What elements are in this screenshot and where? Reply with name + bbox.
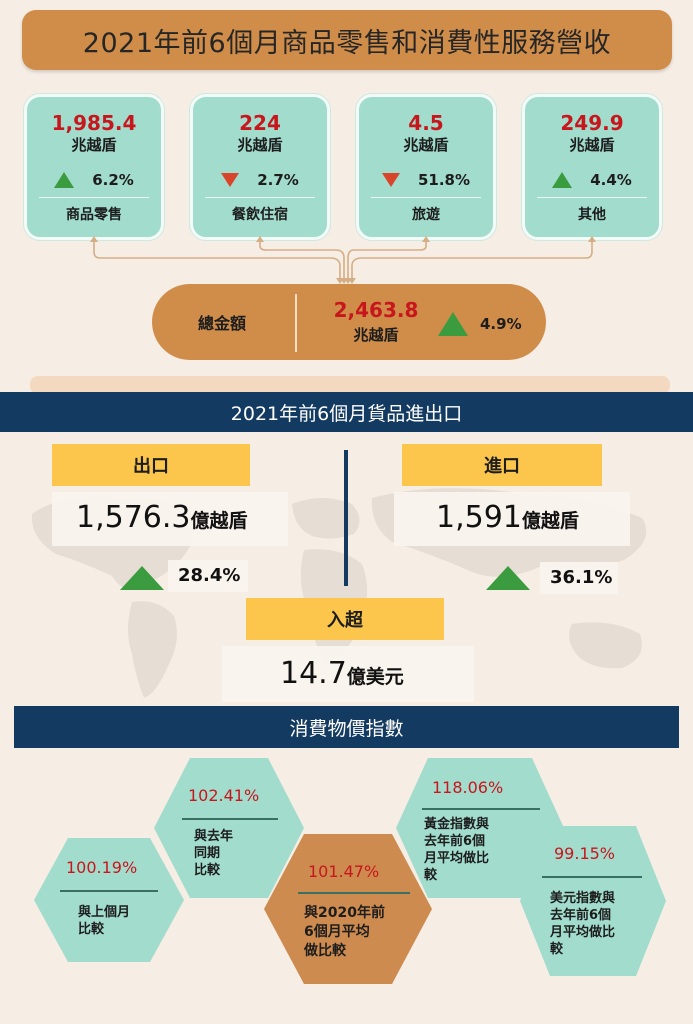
stat-card-retail-goods: 1,985.4 兆越盾 6.2% 商品零售 <box>24 94 164 240</box>
export-unit: 億越盾 <box>190 510 248 532</box>
up-triangle-icon <box>54 172 75 188</box>
import-value-panel <box>394 492 630 546</box>
hex-divider <box>60 890 158 892</box>
import-unit: 億越盾 <box>521 510 579 532</box>
stat-value: 1,985.4 <box>51 111 137 135</box>
trade-title: 2021年前6個月貨品進出口 <box>230 402 463 425</box>
cpi-description: 與上個月 比較 <box>78 905 131 937</box>
surplus-label: 入超 <box>327 610 363 631</box>
hex-divider <box>542 876 642 878</box>
retail-title: 2021年前6個月商品零售和消費性服務營收 <box>82 27 612 59</box>
cpi-value: 99.15% <box>554 844 616 863</box>
cpi-description: 黃金指數與 去年前6個 月平均做比 較 <box>424 817 490 883</box>
export-value-panel <box>52 492 288 546</box>
hexagon-shape <box>154 758 304 898</box>
cpi-description: 與2020年前 6個月平均 做比較 <box>304 905 385 959</box>
hex-divider <box>182 818 278 820</box>
cpi-hex-gold: 118.06% 黃金指數與 去年前6個 月平均做比 較 <box>396 758 564 898</box>
surplus-tag: 入超 <box>246 598 444 640</box>
stat-label: 商品零售 <box>39 197 149 224</box>
stat-change: 4.4% <box>590 171 632 189</box>
cpi-hex-2020: 101.47% 與2020年前 6個月平均 做比較 <box>264 834 432 984</box>
total-divider <box>295 294 297 352</box>
stat-card-tourism: 4.5 兆越盾 51.8% 旅遊 <box>356 94 496 240</box>
cpi-description: 與去年 同期 比較 <box>194 829 234 878</box>
surplus-unit: 億美元 <box>346 666 404 688</box>
stat-card-other: 249.9 兆越盾 4.4% 其他 <box>522 94 662 240</box>
stat-value: 224 <box>239 111 281 135</box>
down-triangle-icon <box>221 173 240 187</box>
export-value-line: 1,576.3億越盾 <box>76 500 248 535</box>
export-change-box: 28.4% <box>168 560 248 592</box>
total-label: 總金額 <box>197 314 246 333</box>
surplus-value: 14.7 <box>280 656 347 691</box>
stat-change: 6.2% <box>92 171 134 189</box>
up-triangle-icon <box>120 566 164 590</box>
stat-change: 2.7% <box>257 171 299 189</box>
cpi-value: 102.41% <box>188 786 260 805</box>
hex-divider <box>422 808 540 810</box>
stat-label: 其他 <box>537 197 647 224</box>
cpi-title: 消費物價指數 <box>289 717 404 740</box>
cpi-description: 美元指數與 去年前6個 月平均做比 較 <box>550 891 616 957</box>
cpi-hex-month: 100.19% 與上個月 比較 <box>34 838 184 962</box>
stat-change: 51.8% <box>417 171 471 189</box>
retail-title-banner: 2021年前6個月商品零售和消費性服務營收 <box>22 10 672 70</box>
stat-value: 249.9 <box>560 111 624 135</box>
cpi-hex-year: 102.41% 與去年 同期 比較 <box>154 758 304 898</box>
import-tag: 進口 <box>402 444 602 486</box>
up-triangle-icon <box>552 172 573 188</box>
hex-divider <box>298 892 410 894</box>
down-triangle-icon <box>381 173 400 187</box>
import-change: 36.1% <box>550 567 613 588</box>
export-value: 1,576.3 <box>76 500 191 535</box>
stat-unit: 兆越盾 <box>569 136 615 154</box>
export-label: 出口 <box>133 456 169 477</box>
surplus-value-panel <box>222 646 474 702</box>
trade-divider <box>344 450 348 586</box>
hexagon-shape <box>520 826 666 976</box>
stat-label: 旅遊 <box>371 197 481 224</box>
export-change: 28.4% <box>178 565 241 586</box>
total-unit: 兆越盾 <box>353 326 399 344</box>
section-divider <box>30 376 670 394</box>
trade-section-header: 2021年前6個月貨品進出口 <box>0 392 693 432</box>
stat-label: 餐飲住宿 <box>205 197 315 224</box>
stat-value: 4.5 <box>408 111 444 135</box>
total-value: 2,463.8 <box>333 298 419 322</box>
hexagon-shape <box>396 758 564 898</box>
cpi-value: 118.06% <box>432 778 504 797</box>
total-change: 4.9% <box>480 315 522 333</box>
import-value: 1,591 <box>436 500 522 535</box>
up-triangle-icon <box>486 566 530 590</box>
cpi-value: 100.19% <box>66 858 138 877</box>
export-tag: 出口 <box>52 444 250 486</box>
stat-unit: 兆越盾 <box>237 136 283 154</box>
import-value-line: 1,591億越盾 <box>436 500 579 535</box>
cpi-value: 101.47% <box>308 862 380 881</box>
hexagon-shape <box>264 834 432 984</box>
import-change-box: 36.1% <box>540 562 618 594</box>
cpi-hex-usd: 99.15% 美元指數與 去年前6個 月平均做比 較 <box>520 826 666 976</box>
surplus-value-line: 14.7億美元 <box>280 656 404 691</box>
stat-unit: 兆越盾 <box>403 136 449 154</box>
import-label: 進口 <box>484 456 520 477</box>
connector-arrows <box>90 236 596 284</box>
total-summary: 總金額 2,463.8 兆越盾 4.9% <box>152 284 546 360</box>
stat-card-food-lodging: 224 兆越盾 2.7% 餐飲住宿 <box>190 94 330 240</box>
up-triangle-icon <box>438 312 468 336</box>
stat-unit: 兆越盾 <box>71 136 117 154</box>
cpi-section-header: 消費物價指數 <box>14 706 679 748</box>
hexagon-shape <box>34 838 184 962</box>
